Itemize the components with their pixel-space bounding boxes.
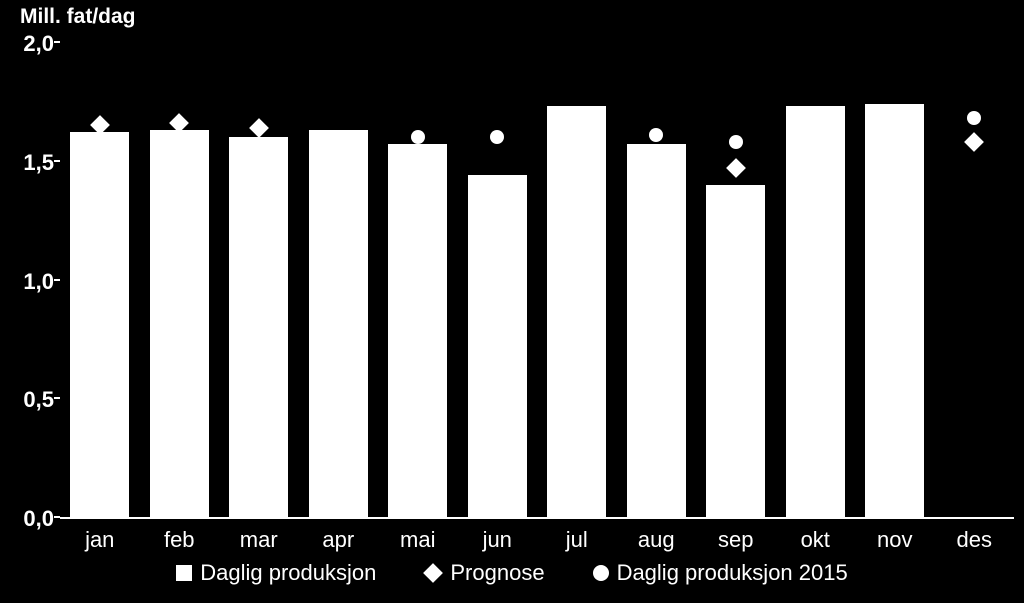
daglig-2015-marker (411, 130, 425, 144)
bars-wrap (60, 44, 1014, 517)
daglig-2015-marker (649, 128, 663, 142)
x-tick-label: jul (537, 521, 617, 553)
prognose-marker (726, 158, 746, 178)
legend-label: Daglig produksjon 2015 (617, 560, 848, 586)
bar-slot (855, 44, 935, 517)
x-tick-label: aug (617, 521, 697, 553)
x-tick-label: jun (458, 521, 538, 553)
daglig-2015-marker (967, 111, 981, 125)
bar (229, 137, 288, 517)
bar-slot (378, 44, 458, 517)
production-chart: Mill. fat/dag 0,00,51,01,52,0 janfebmara… (0, 0, 1024, 603)
x-tick-label: okt (776, 521, 856, 553)
x-tick-label: nov (855, 521, 935, 553)
x-tick-label: feb (140, 521, 220, 553)
x-tick-label: sep (696, 521, 776, 553)
y-tick-mark (54, 160, 60, 162)
bar-slot (458, 44, 538, 517)
y-tick-mark (54, 516, 60, 518)
bar (150, 130, 209, 517)
bar-slot (935, 44, 1015, 517)
y-tick-label: 2,0 (23, 31, 54, 57)
bar (627, 144, 686, 517)
y-tick-label: 0,5 (23, 387, 54, 413)
y-axis-title: Mill. fat/dag (20, 5, 136, 29)
bar-slot (776, 44, 856, 517)
bar (388, 144, 447, 517)
prognose-marker (964, 132, 984, 152)
legend-label: Prognose (450, 560, 544, 586)
bar-slot (537, 44, 617, 517)
y-tick-mark (54, 41, 60, 43)
bar (468, 175, 527, 517)
bar (706, 185, 765, 518)
y-tick-mark (54, 279, 60, 281)
bar-slot (140, 44, 220, 517)
bar (786, 106, 845, 517)
bar (309, 130, 368, 517)
bar-slot (299, 44, 379, 517)
y-tick-label: 0,0 (23, 506, 54, 532)
bar (70, 132, 129, 517)
bar (547, 106, 606, 517)
x-tick-label: mar (219, 521, 299, 553)
x-tick-label: mai (378, 521, 458, 553)
bar (865, 104, 924, 517)
prognose-marker (249, 118, 269, 138)
daglig-2015-marker (729, 135, 743, 149)
circle-icon (593, 565, 609, 581)
x-tick-label: apr (299, 521, 379, 553)
y-tick-label: 1,0 (23, 269, 54, 295)
x-tick-label: jan (60, 521, 140, 553)
x-axis-labels: janfebmaraprmaijunjulaugsepoktnovdes (60, 521, 1014, 553)
square-icon (176, 565, 192, 581)
y-tick-mark (54, 397, 60, 399)
plot-area (60, 44, 1014, 519)
bar-slot (617, 44, 697, 517)
legend-item-daglig-produksjon-2015: Daglig produksjon 2015 (593, 560, 848, 586)
bar-slot (696, 44, 776, 517)
legend-item-daglig-produksjon: Daglig produksjon (176, 560, 376, 586)
daglig-2015-marker (490, 130, 504, 144)
bar-slot (219, 44, 299, 517)
legend-label: Daglig produksjon (200, 560, 376, 586)
bar-slot (60, 44, 140, 517)
diamond-icon (423, 563, 443, 583)
legend: Daglig produksjon Prognose Daglig produk… (0, 560, 1024, 586)
x-tick-label: des (935, 521, 1015, 553)
legend-item-prognose: Prognose (424, 560, 544, 586)
y-tick-label: 1,5 (23, 150, 54, 176)
